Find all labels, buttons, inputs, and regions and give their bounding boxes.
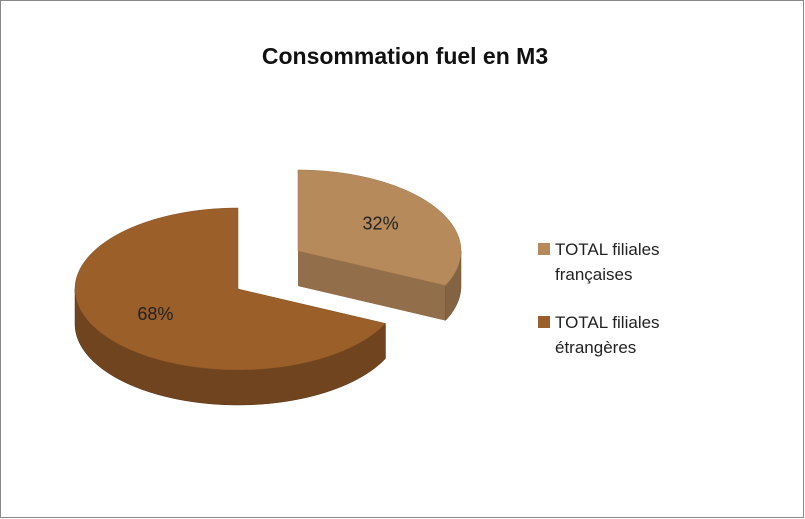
data-label: 32% <box>363 214 399 234</box>
legend-swatch <box>538 316 550 328</box>
chart-title: Consommation fuel en M3 <box>262 43 548 69</box>
legend-label: TOTAL filiales étrangères <box>555 313 660 357</box>
legend-label: TOTAL filiales françaises <box>555 240 660 284</box>
legend-item: TOTAL filiales françaises <box>538 237 738 287</box>
slice <box>74 207 386 371</box>
legend-item: TOTAL filiales étrangères <box>538 310 738 360</box>
legend-swatch <box>538 243 550 255</box>
slice-edge <box>298 251 446 321</box>
data-label: 68% <box>137 304 173 324</box>
slice <box>297 169 462 286</box>
